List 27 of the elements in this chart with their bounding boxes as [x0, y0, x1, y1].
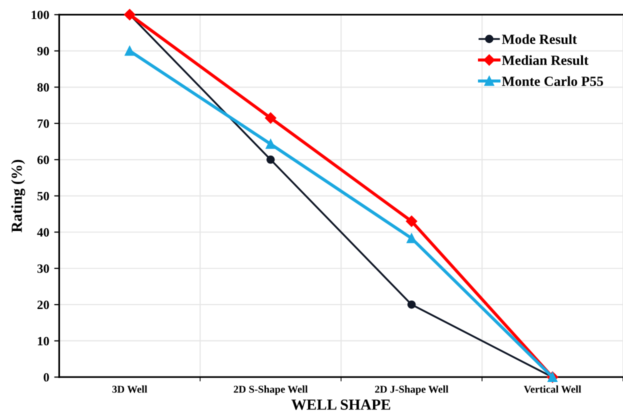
- y-tick-label: 40: [37, 228, 49, 237]
- x-tick-label: Vertical Well: [524, 385, 582, 393]
- point: [266, 139, 276, 149]
- point: [266, 155, 275, 164]
- point: [265, 112, 276, 124]
- legend-label: Monte Carlo P55: [502, 76, 604, 86]
- y-tick-label: 60: [37, 156, 49, 164]
- legend-label: Median Result: [502, 55, 588, 66]
- y-tick-label: 10: [38, 336, 49, 346]
- point: [406, 216, 418, 227]
- legend-label: Mode Result: [502, 34, 577, 44]
- x-tick-label: 2D J-Shape Well: [375, 385, 448, 395]
- point: [124, 46, 135, 56]
- x-tick-label: 3D Well: [112, 385, 148, 393]
- y-tick-label: 50: [37, 192, 49, 200]
- y-tick-label: 30: [37, 264, 49, 273]
- y-tick-label: 0: [44, 373, 49, 382]
- y-tick-label: 20: [37, 300, 49, 310]
- point: [407, 300, 416, 309]
- x-tick-label: 2D S-Shape Well: [234, 385, 308, 395]
- x-axis-title: WELL SHAPE: [291, 400, 390, 410]
- point: [406, 233, 416, 244]
- y-axis-title: Rating (%): [11, 160, 26, 232]
- y-tick-label: 70: [38, 119, 49, 128]
- y-tick-label: 100: [32, 10, 49, 20]
- y-tick-label: 80: [37, 83, 49, 92]
- y-tick-label: 90: [37, 46, 49, 56]
